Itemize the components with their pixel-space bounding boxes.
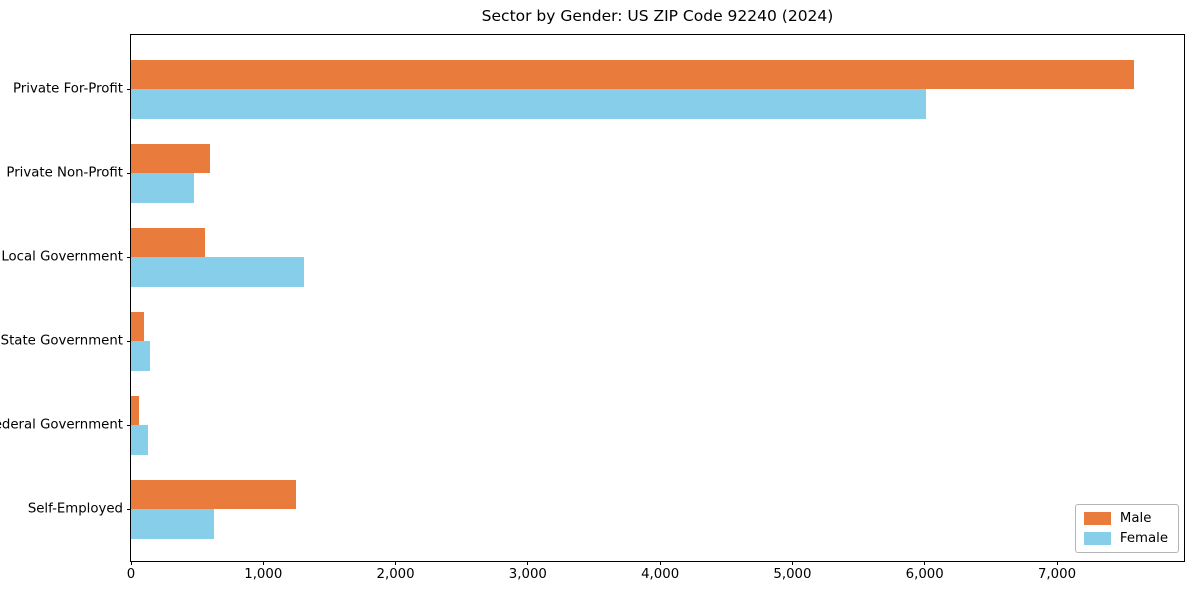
bar-male [131,143,211,173]
bar-male [131,59,1134,89]
legend-label-male: Male [1119,511,1152,526]
y-axis-category-label: Local Government [1,249,123,265]
legend-label-female: Female [1119,531,1168,546]
legend-swatch-female [1083,532,1111,545]
x-axis-tick-label: 7,000 [1037,567,1077,582]
y-axis-category-label: Federal Government [0,417,123,433]
x-axis-tick [924,561,926,565]
x-axis-tick-label: 6,000 [905,567,944,582]
y-axis-tick [127,256,131,258]
bar-female [131,425,149,455]
y-axis-tick [127,172,131,174]
y-axis-category-label: Private Non-Profit [6,165,123,181]
bar-female [131,341,150,371]
bar-female [131,257,305,287]
bar-male [131,311,145,341]
x-axis-tick [659,561,661,565]
bar-female [131,173,195,203]
bar-male [131,395,139,425]
x-axis-tick-label: 4,000 [641,567,680,582]
x-axis-tick [395,561,397,565]
y-axis-tick [127,88,131,90]
plot-area: Male Female Private For-Profit Private No… [0,34,1185,582]
x-axis-tick-label: 3,000 [508,567,547,582]
bar-male [131,227,206,257]
x-axis-tick-label: 5,000 [773,567,812,582]
y-axis-category-label: State Government [0,333,123,349]
legend: Male Female [1074,504,1179,553]
x-axis-tick [527,561,529,565]
y-axis-category-label: Private For-Profit [13,81,123,97]
bar-female [131,89,927,119]
x-axis-tick [130,561,132,565]
x-axis-tick-label: 1,000 [244,567,283,582]
chart-title: Sector by Gender: US ZIP Code 92240 (202… [481,7,834,25]
x-axis-tick-label: 0 [126,567,136,582]
bar-female [131,509,215,539]
legend-item-female: Female [1083,531,1168,546]
y-axis-tick [127,424,131,426]
legend-swatch-male [1083,512,1111,525]
x-axis-tick [262,561,264,565]
x-axis-tick [791,561,793,565]
x-axis-tick-label: 2,000 [376,567,415,582]
y-axis-tick [127,340,131,342]
y-axis-tick [127,508,131,510]
y-axis-category-label: Self-Employed [27,501,123,517]
legend-item-male: Male [1083,511,1168,526]
bar-male [131,479,297,509]
x-axis-tick [1056,561,1058,565]
